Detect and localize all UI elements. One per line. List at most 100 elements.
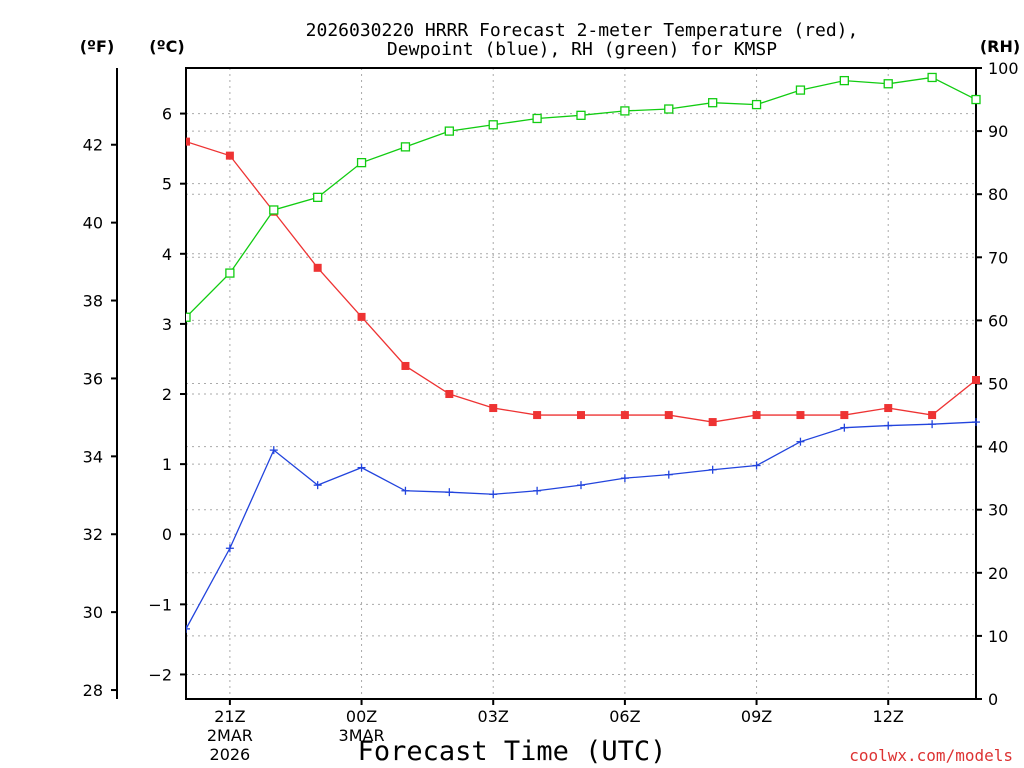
temperature-point <box>313 263 322 272</box>
x-tick-label: 21Z <box>214 707 245 726</box>
fahrenheit-tick-label: 42 <box>83 136 103 155</box>
celsius-tick-label: 2 <box>162 385 172 404</box>
x-tick-label: 2MAR <box>207 726 253 745</box>
dewpoint-point <box>186 624 190 633</box>
fahrenheit-tick-label: 32 <box>83 525 103 544</box>
temperature-point <box>928 411 937 420</box>
dewpoint-point <box>972 418 980 427</box>
dewpoint-point <box>533 486 542 495</box>
rh-point <box>664 104 674 114</box>
fahrenheit-tick-label: 40 <box>83 214 103 233</box>
dewpoint-point <box>620 474 629 483</box>
rh-tick-label: 30 <box>988 501 1008 520</box>
x-tick-label: 3MAR <box>339 726 385 745</box>
temperature-point <box>533 411 542 420</box>
dewpoint-point <box>445 488 454 497</box>
temperature-point <box>357 312 366 321</box>
dewpoint-line <box>186 421 977 630</box>
x-tick-label: 12Z <box>873 707 904 726</box>
rh-point <box>795 85 806 95</box>
plot-frame <box>185 67 977 700</box>
celsius-tick-label: 1 <box>162 455 172 474</box>
rh-point <box>444 126 454 136</box>
rh-tick-label: 20 <box>988 564 1008 583</box>
temperature-point <box>401 361 410 370</box>
unit-label-celsius: (ºC) <box>149 37 184 56</box>
temperature-point <box>752 411 761 420</box>
temperature-point <box>577 411 585 420</box>
rh-tick-label: 70 <box>988 248 1008 267</box>
fahrenheit-tick-label: 38 <box>83 292 103 311</box>
rh-point <box>532 113 542 124</box>
rh-tick-label: 0 <box>988 690 998 709</box>
rh-point <box>400 142 411 152</box>
rh-point <box>225 268 235 278</box>
x-axis-label: Forecast Time (UTC) <box>358 736 667 767</box>
temperature-point <box>840 411 849 420</box>
rh-point <box>269 205 279 215</box>
rh-tick-label: 60 <box>988 311 1008 330</box>
dewpoint-point <box>752 461 761 470</box>
rh-point <box>883 79 893 89</box>
dewpoint-point <box>664 470 673 479</box>
fahrenheit-tick-label: 28 <box>83 681 103 700</box>
rh-point <box>708 98 718 108</box>
temperature-point <box>489 404 498 413</box>
rh-tick-label: 100 <box>988 59 1019 78</box>
dewpoint-point <box>708 465 717 474</box>
temperature-point <box>884 404 893 413</box>
x-tick-label: 06Z <box>609 707 640 726</box>
temperature-point <box>708 418 717 427</box>
rh-tick-label: 90 <box>988 122 1008 141</box>
temperature-point <box>664 411 673 420</box>
unit-label-rh: (RH) <box>980 37 1020 56</box>
fahrenheit-tick-label: 36 <box>83 369 103 388</box>
temperature-point <box>445 390 454 399</box>
rh-point <box>620 106 630 116</box>
x-tick-label: 2026 <box>210 745 251 764</box>
dewpoint-point <box>225 544 234 553</box>
dewpoint-point <box>884 421 893 430</box>
dewpoint-point <box>840 423 849 432</box>
celsius-tick-label: −1 <box>148 595 172 614</box>
temperature-point <box>796 411 805 420</box>
rh-tick-label: 10 <box>988 627 1008 646</box>
temperature-point <box>186 137 190 146</box>
fahrenheit-tick-label: 30 <box>83 603 103 622</box>
temperature-point <box>620 411 629 420</box>
rh-point <box>488 120 498 130</box>
fahrenheit-tick-label: 34 <box>83 447 103 466</box>
temperature-point <box>972 375 980 384</box>
rh-point <box>751 99 762 110</box>
rh-point <box>971 94 981 105</box>
rh-point <box>927 72 937 83</box>
rh-tick-label: 40 <box>988 438 1008 457</box>
dewpoint-point <box>489 490 498 499</box>
celsius-tick-label: 6 <box>162 105 172 124</box>
temperature-line <box>186 140 977 423</box>
celsius-tick-label: 3 <box>162 315 172 334</box>
dewpoint-point <box>928 420 937 429</box>
temperature-point <box>225 151 234 160</box>
dewpoint-point <box>577 481 585 490</box>
rh-tick-label: 50 <box>988 375 1008 394</box>
celsius-tick-label: 4 <box>162 245 172 264</box>
celsius-tick-label: 5 <box>162 175 172 194</box>
dewpoint-point <box>401 486 410 495</box>
unit-label-fahrenheit: (ºF) <box>80 37 115 56</box>
dewpoint-point <box>796 437 805 446</box>
rh-point <box>313 192 323 203</box>
chart-title-line2: Dewpoint (blue), RH (green) for KMSP <box>387 39 777 60</box>
x-tick-label: 00Z <box>346 707 377 726</box>
dewpoint-point <box>313 481 322 490</box>
x-tick-label: 03Z <box>478 707 509 726</box>
series-group <box>186 72 981 633</box>
rh-tick-label: 80 <box>988 185 1008 204</box>
celsius-tick-label: −2 <box>148 665 172 684</box>
rh-point <box>839 75 849 86</box>
rh-point <box>356 157 367 168</box>
dewpoint-point <box>357 463 366 472</box>
chart-title-line1: 2026030220 HRRR Forecast 2-meter Tempera… <box>306 20 859 41</box>
rh-point <box>576 110 586 120</box>
